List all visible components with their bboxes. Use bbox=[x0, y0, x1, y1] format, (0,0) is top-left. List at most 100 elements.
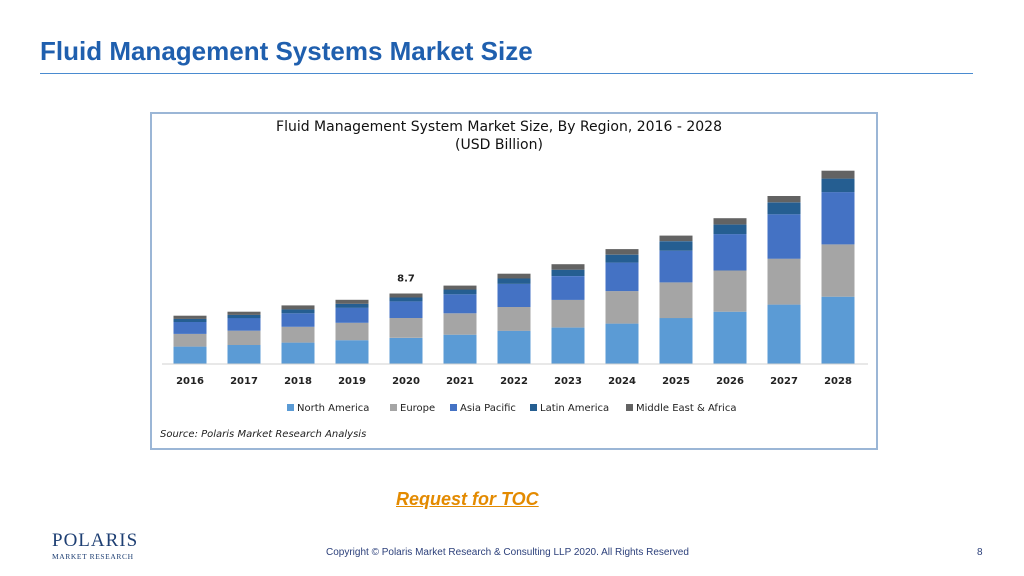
bar-latin-america-2024 bbox=[605, 254, 639, 263]
bar-europe-2019 bbox=[335, 322, 369, 341]
x-tick-2027: 2027 bbox=[770, 376, 798, 387]
bar-middle-east-africa-2024 bbox=[605, 249, 639, 255]
bar-latin-america-2022 bbox=[497, 278, 531, 284]
bar-north-america-2027 bbox=[767, 304, 801, 364]
x-tick-2025: 2025 bbox=[662, 376, 690, 387]
bar-latin-america-2017 bbox=[227, 314, 261, 319]
x-tick-2019: 2019 bbox=[338, 376, 366, 387]
bar-latin-america-2026 bbox=[713, 224, 747, 235]
bar-europe-2025 bbox=[659, 282, 693, 319]
x-tick-labels: 2016 2017 2018 2019 2020 2021 2022 2023 2024 2025… bbox=[176, 376, 852, 387]
bar-asia-pacific-2021 bbox=[443, 294, 477, 314]
bar-middle-east-africa-2019 bbox=[335, 299, 369, 304]
bar-middle-east-africa-2020 bbox=[389, 293, 423, 298]
x-tick-2024: 2024 bbox=[608, 376, 636, 387]
x-tick-2018: 2018 bbox=[284, 376, 312, 387]
bar-europe-2024 bbox=[605, 291, 639, 324]
bar-north-america-2021 bbox=[443, 334, 477, 364]
x-tick-2017: 2017 bbox=[230, 376, 258, 387]
bar-middle-east-africa-2023 bbox=[551, 264, 585, 270]
bar-middle-east-africa-2018 bbox=[281, 305, 315, 310]
bar-asia-pacific-2024 bbox=[605, 262, 639, 292]
title-divider bbox=[40, 73, 973, 74]
bar-north-america-2023 bbox=[551, 327, 585, 364]
legend-label-asia-pacific: Asia Pacific bbox=[460, 403, 516, 414]
bar-middle-east-africa-2017 bbox=[227, 311, 261, 315]
bar-north-america-2025 bbox=[659, 318, 693, 364]
bar-latin-america-2016 bbox=[173, 318, 207, 322]
bar-asia-pacific-2026 bbox=[713, 234, 747, 271]
bar-north-america-2024 bbox=[605, 323, 639, 364]
bar-asia-pacific-2027 bbox=[767, 214, 801, 259]
bar-middle-east-africa-2016 bbox=[173, 315, 207, 319]
copyright-text: Copyright © Polaris Market Research & Co… bbox=[326, 547, 689, 558]
bar-north-america-2016 bbox=[173, 346, 207, 364]
bar-north-america-2018 bbox=[281, 342, 315, 364]
bar-europe-2023 bbox=[551, 299, 585, 328]
page-number: 8 bbox=[977, 547, 983, 558]
bar-north-america-2019 bbox=[335, 340, 369, 364]
bar-asia-pacific-2018 bbox=[281, 313, 315, 327]
bar-north-america-2022 bbox=[497, 330, 531, 364]
bar-europe-2020 bbox=[389, 318, 423, 338]
bar-middle-east-africa-2026 bbox=[713, 218, 747, 225]
bar-middle-east-africa-2022 bbox=[497, 273, 531, 279]
bar-europe-2018 bbox=[281, 326, 315, 343]
legend-label-europe: Europe bbox=[400, 403, 435, 414]
bar-asia-pacific-2022 bbox=[497, 284, 531, 307]
bar-asia-pacific-2017 bbox=[227, 318, 261, 331]
bar-latin-america-2027 bbox=[767, 202, 801, 215]
bar-asia-pacific-2019 bbox=[335, 307, 369, 323]
request-toc-link[interactable]: Request for TOC bbox=[396, 489, 539, 509]
bar-middle-east-africa-2021 bbox=[443, 285, 477, 290]
legend-swatch-europe bbox=[390, 404, 397, 411]
chart-source: Source: Polaris Market Research Analysis bbox=[160, 429, 366, 440]
logo-name: POLARIS bbox=[52, 530, 139, 551]
x-tick-2022: 2022 bbox=[500, 376, 528, 387]
bar-middle-east-africa-2028 bbox=[821, 170, 855, 179]
bar-europe-2028 bbox=[821, 244, 855, 297]
bar-latin-america-2019 bbox=[335, 303, 369, 308]
legend-label-north-america: North America bbox=[297, 403, 369, 414]
chart-legend: North America Europe Asia Pacific Latin Ame… bbox=[287, 403, 736, 414]
chart-subtitle: (USD Billion) bbox=[455, 137, 543, 153]
logo-subtitle: MARKET RESEARCH bbox=[52, 552, 134, 561]
bar-asia-pacific-2025 bbox=[659, 250, 693, 283]
legend-label-middle-east-africa: Middle East & Africa bbox=[636, 403, 736, 414]
bar-asia-pacific-2023 bbox=[551, 276, 585, 300]
legend-swatch-asia-pacific bbox=[450, 404, 457, 411]
legend-swatch-north-america bbox=[287, 404, 294, 411]
x-tick-2026: 2026 bbox=[716, 376, 744, 387]
data-labels: 8.7 bbox=[397, 274, 415, 285]
bar-latin-america-2018 bbox=[281, 309, 315, 314]
bar-latin-america-2021 bbox=[443, 289, 477, 295]
bar-north-america-2026 bbox=[713, 311, 747, 364]
bar-asia-pacific-2020 bbox=[389, 301, 423, 318]
bar-asia-pacific-2016 bbox=[173, 322, 207, 334]
bar-europe-2017 bbox=[227, 330, 261, 345]
legend-label-latin-america: Latin America bbox=[540, 403, 609, 414]
bar-europe-2016 bbox=[173, 333, 207, 347]
bar-north-america-2028 bbox=[821, 296, 855, 364]
bar-asia-pacific-2028 bbox=[821, 192, 855, 245]
bars-layer bbox=[173, 170, 855, 364]
x-tick-2016: 2016 bbox=[176, 376, 204, 387]
bar-north-america-2020 bbox=[389, 337, 423, 364]
chart-frame: Fluid Management System Market Size, By … bbox=[150, 112, 878, 450]
bar-europe-2021 bbox=[443, 313, 477, 335]
bar-north-america-2017 bbox=[227, 345, 261, 364]
bar-middle-east-africa-2027 bbox=[767, 196, 801, 203]
x-tick-2023: 2023 bbox=[554, 376, 582, 387]
chart-title: Fluid Management System Market Size, By … bbox=[276, 119, 722, 135]
x-tick-2028: 2028 bbox=[824, 376, 852, 387]
legend-swatch-latin-america bbox=[530, 404, 537, 411]
polaris-logo: POLARIS MARKET RESEARCH bbox=[52, 530, 137, 564]
x-tick-2021: 2021 bbox=[446, 376, 474, 387]
stacked-bar-chart: Fluid Management System Market Size, By … bbox=[160, 119, 868, 440]
x-tick-2020: 2020 bbox=[392, 376, 420, 387]
bar-latin-america-2025 bbox=[659, 241, 693, 251]
legend-swatch-middle-east-africa bbox=[626, 404, 633, 411]
bar-europe-2027 bbox=[767, 258, 801, 305]
bar-latin-america-2020 bbox=[389, 297, 423, 302]
bar-latin-america-2028 bbox=[821, 178, 855, 193]
